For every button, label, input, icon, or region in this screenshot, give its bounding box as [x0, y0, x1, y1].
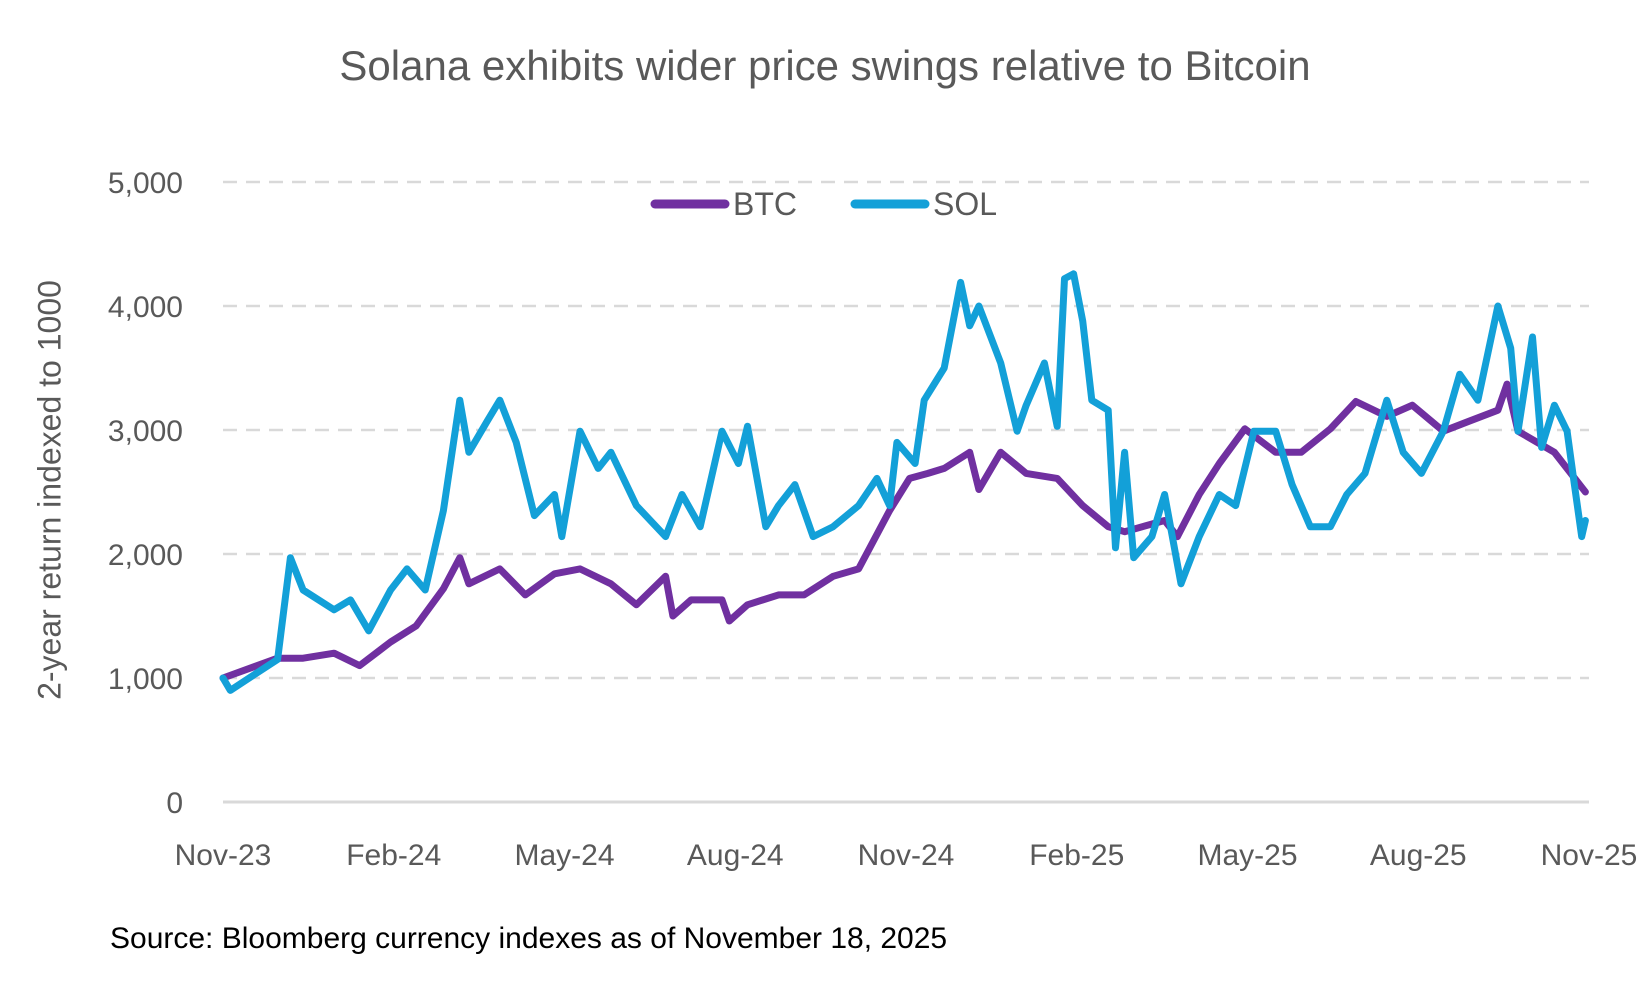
x-tick-label: Aug-24	[687, 839, 784, 872]
x-tick-label: May-24	[514, 839, 614, 872]
series-sol	[219, 270, 1589, 694]
y-tick-label: 0	[166, 787, 183, 820]
y-tick-label: 1,000	[108, 663, 183, 696]
series-line-btc	[219, 380, 1589, 682]
legend-label-sol: SOL	[933, 186, 997, 222]
x-tick-label: Nov-24	[858, 839, 955, 872]
y-tick-label: 5,000	[108, 167, 183, 200]
x-tick-label: Feb-24	[346, 839, 441, 872]
y-tick-label: 3,000	[108, 415, 183, 448]
y-tick-label: 2,000	[108, 539, 183, 572]
chart-title: Solana exhibits wider price swings relat…	[339, 42, 1311, 89]
source-note: Source: Bloomberg currency indexes as of…	[110, 922, 948, 955]
legend-label-btc: BTC	[733, 186, 797, 222]
x-tick-label: Feb-25	[1029, 839, 1124, 872]
x-tick-label: Nov-25	[1541, 839, 1638, 872]
x-tick-label: May-25	[1197, 839, 1297, 872]
y-tick-label: 4,000	[108, 291, 183, 324]
series-line-sol	[219, 270, 1589, 694]
x-tick-label: Aug-25	[1370, 839, 1467, 872]
x-tick-label: Nov-23	[175, 839, 272, 872]
series-btc	[219, 380, 1589, 682]
